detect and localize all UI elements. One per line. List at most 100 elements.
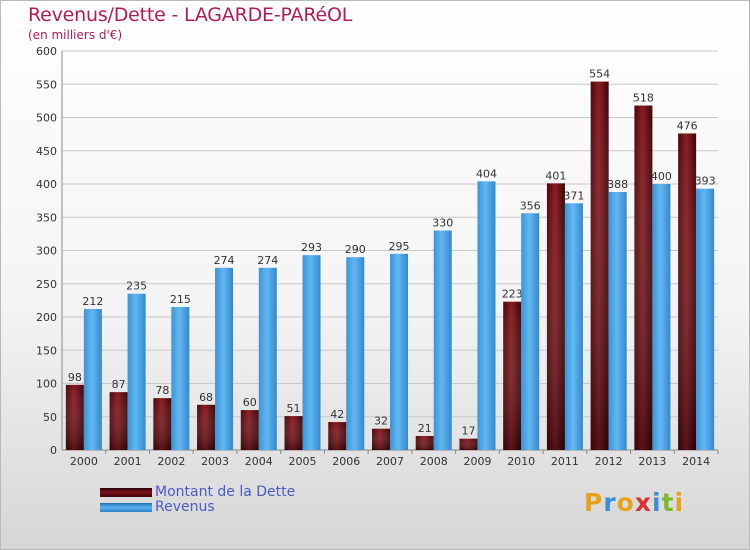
brand-letter: P (584, 488, 604, 517)
brand-letter: r (603, 488, 617, 517)
bar-shade-debt-2002 (153, 398, 172, 450)
y-tick-label: 550 (36, 78, 57, 91)
data-label-revenus-2012: 388 (607, 178, 628, 191)
bar-shade-debt-2010 (503, 301, 522, 450)
data-label-revenus-2000: 212 (82, 295, 103, 308)
data-label-debt-2011: 401 (545, 169, 566, 182)
bar-revenus-2012 (608, 191, 627, 451)
data-label-revenus-2009: 404 (476, 167, 497, 180)
brand-letter: i (652, 488, 662, 517)
bar-shade-debt-2012 (590, 81, 609, 450)
data-label-revenus-2010: 356 (520, 199, 541, 212)
y-tick-label: 450 (36, 145, 57, 158)
x-tick-label: 2005 (289, 455, 317, 468)
x-tick-label: 2008 (420, 455, 448, 468)
data-label-revenus-2003: 274 (214, 254, 235, 267)
bar-shade-debt-2001 (109, 392, 128, 450)
bar-revenus-2004 (258, 267, 277, 450)
data-label-revenus-2014: 393 (695, 175, 716, 188)
bar-revenus-2009 (477, 181, 496, 450)
x-tick-label: 2001 (114, 455, 142, 468)
data-label-revenus-2001: 235 (126, 280, 147, 293)
data-label-revenus-2005: 293 (301, 241, 322, 254)
data-label-debt-2001: 87 (112, 378, 126, 391)
bar-revenus-2006 (346, 257, 365, 450)
y-tick-label: 250 (36, 278, 57, 291)
bar-revenus-2011 (564, 203, 583, 450)
bar-revenus-2008 (433, 230, 452, 450)
y-tick-label: 600 (36, 45, 57, 58)
data-label-revenus-2011: 371 (563, 189, 584, 202)
bar-revenus-2000 (83, 309, 102, 450)
x-tick-label: 2004 (245, 455, 273, 468)
brand-letter: t (661, 488, 675, 517)
y-tick-label: 400 (36, 178, 57, 191)
bar-revenus-2007 (390, 253, 408, 450)
bar-revenus-2001 (127, 293, 146, 450)
y-tick-label: 100 (36, 378, 57, 391)
data-label-debt-2009: 17 (461, 425, 475, 438)
y-tick-label: 200 (36, 311, 57, 324)
legend-swatch-revenus (100, 503, 152, 512)
bar-shade-debt-2005 (284, 416, 303, 450)
bar-revenus-2010 (521, 213, 540, 450)
y-tick-label: 350 (36, 211, 57, 224)
chart-subtitle: (en milliers d'€) (28, 28, 123, 42)
bar-shade-debt-2007 (372, 428, 390, 450)
x-tick-label: 2011 (551, 455, 579, 468)
data-label-revenus-2013: 400 (651, 170, 672, 183)
data-label-debt-2002: 78 (155, 384, 169, 397)
bar-revenus-2005 (302, 255, 321, 450)
x-tick-label: 2000 (70, 455, 98, 468)
y-tick-label: 500 (36, 112, 57, 125)
legend-label-dette: Montant de la Dette (155, 484, 296, 500)
data-label-debt-2004: 60 (243, 396, 257, 409)
data-label-revenus-2007: 295 (389, 240, 410, 253)
bar-shade-debt-2004 (240, 410, 259, 450)
x-tick-label: 2012 (595, 455, 623, 468)
bar-revenus-2002 (171, 307, 190, 450)
data-label-debt-2000: 98 (68, 371, 82, 384)
chart-title: Revenus/Dette - LAGARDE-PARéOL (28, 4, 353, 26)
bar-shade-debt-2013 (634, 105, 653, 450)
legend-swatch-dette (100, 488, 152, 497)
brand-letter: o (616, 488, 635, 517)
data-label-debt-2005: 51 (287, 402, 301, 415)
x-tick-label: 2002 (157, 455, 185, 468)
bar-shade-debt-2011 (546, 183, 565, 450)
y-tick-label: 50 (43, 411, 57, 424)
x-tick-label: 2007 (376, 455, 404, 468)
data-label-debt-2003: 68 (199, 391, 213, 404)
data-label-debt-2008: 21 (418, 422, 432, 435)
bar-shade-debt-2000 (65, 384, 84, 450)
bar-shade-debt-2014 (678, 133, 697, 450)
data-label-debt-2014: 476 (677, 119, 698, 132)
bar-revenus-2013 (652, 184, 671, 450)
x-tick-label: 2010 (507, 455, 535, 468)
y-tick-label: 0 (50, 444, 57, 457)
data-label-debt-2010: 223 (502, 288, 523, 301)
bar-revenus-2014 (696, 188, 715, 450)
y-tick-label: 150 (36, 344, 57, 357)
legend-label-revenus: Revenus (155, 499, 215, 515)
data-label-debt-2007: 32 (374, 415, 388, 428)
data-label-revenus-2008: 330 (432, 217, 453, 230)
x-tick-label: 2009 (463, 455, 491, 468)
brand-letter: x (634, 488, 652, 517)
x-tick-label: 2003 (201, 455, 229, 468)
bar-shade-debt-2006 (328, 422, 347, 450)
data-label-debt-2012: 554 (589, 68, 610, 81)
y-tick-label: 300 (36, 245, 57, 258)
x-tick-label: 2013 (638, 455, 666, 468)
data-label-revenus-2006: 290 (345, 243, 366, 256)
data-label-revenus-2004: 274 (257, 254, 278, 267)
data-label-revenus-2002: 215 (170, 293, 191, 306)
brand-letter: i (674, 488, 685, 517)
bar-shade-debt-2009 (459, 438, 478, 450)
data-label-debt-2013: 518 (633, 92, 654, 105)
x-tick-label: 2006 (332, 455, 360, 468)
brand-logo: Proxiti (584, 488, 684, 517)
bar-revenus-2003 (215, 267, 234, 450)
bar-shade-debt-2008 (415, 436, 434, 450)
